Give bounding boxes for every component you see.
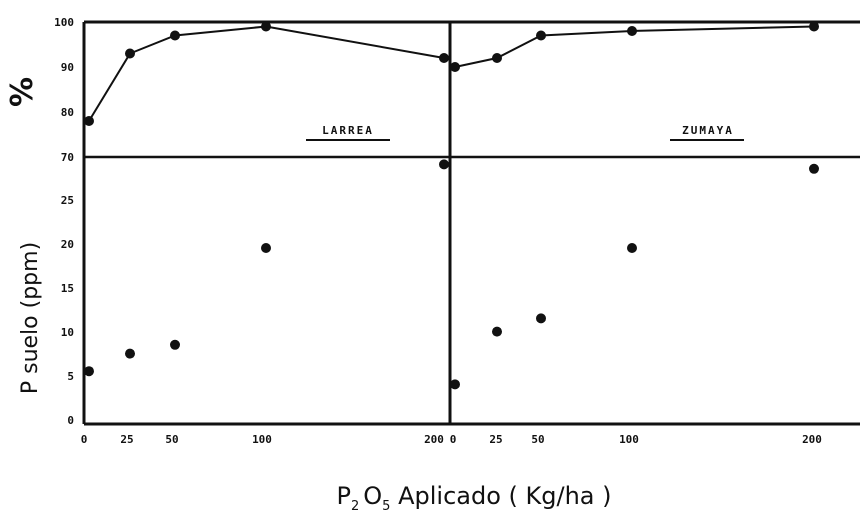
y-tick-25: 25 — [61, 194, 74, 207]
data-point-zumaya-percent-200 — [809, 21, 819, 32]
y-tick-100: 100 — [54, 16, 74, 29]
x-ticks-left: 0 25 50 100 200 — [81, 433, 444, 446]
x-tick-left-0: 0 — [81, 433, 88, 446]
y-axis-title-percent: % — [5, 77, 40, 107]
x-axis-title-sub-5: 5 — [382, 499, 390, 514]
data-point-larrea-percent-25 — [125, 48, 135, 59]
data-point-zumaya-percent-0 — [450, 62, 460, 72]
data-point-larrea-p-suelo-100 — [261, 243, 271, 253]
x-axis-title: P2 O5 Aplicado ( Kg/ha ) — [337, 482, 612, 514]
x-tick-left-50: 50 — [165, 433, 178, 446]
data-point-zumaya-p-suelo-0 — [450, 379, 460, 390]
panel-label-zumaya-text: ZUMAYA — [682, 124, 734, 137]
data-point-zumaya-percent-50 — [536, 30, 546, 41]
y-tick-0: 0 — [67, 414, 74, 427]
data-point-larrea-p-suelo-200 — [439, 159, 449, 170]
x-ticks-right: 0 25 50 100 200 — [450, 433, 822, 446]
data-point-larrea-p-suelo-25 — [125, 348, 135, 359]
data-point-larrea-percent-100 — [261, 21, 271, 32]
x-tick-right-200: 200 — [802, 433, 822, 446]
data-point-larrea-p-suelo-0 — [84, 366, 94, 377]
y-tick-10: 10 — [61, 326, 74, 339]
data-point-larrea-percent-200 — [439, 53, 449, 63]
panel-label-larrea: LARREA — [306, 124, 390, 141]
y-tick-15: 15 — [61, 282, 74, 295]
y-tick-20: 20 — [61, 238, 74, 251]
data-point-zumaya-percent-100 — [627, 26, 637, 36]
data-point-larrea-p-suelo-50 — [170, 339, 180, 350]
x-axis-title-sub-2: 2 — [351, 499, 359, 514]
x-axis-title-o: O — [363, 482, 382, 510]
y-axis-title-p-suelo: P suelo (ppm) — [18, 242, 43, 394]
panel-label-zumaya: ZUMAYA — [670, 124, 744, 141]
x-axis-title-p: P — [337, 482, 351, 510]
y-tick-80: 80 — [61, 106, 74, 119]
data-point-zumaya-p-suelo-25 — [492, 326, 502, 337]
y-tick-5: 5 — [67, 370, 74, 383]
data-point-zumaya-p-suelo-50 — [536, 313, 546, 324]
y-tick-90: 90 — [61, 61, 74, 74]
x-tick-left-200: 200 — [424, 433, 444, 446]
plot-frame — [82, 20, 860, 426]
data-point-larrea-percent-50 — [170, 30, 180, 41]
series-line-larrea-percent — [88, 25, 445, 122]
x-tick-left-100: 100 — [252, 433, 272, 446]
x-tick-right-50: 50 — [531, 433, 544, 446]
y-ticks-top: 100 90 80 70 — [54, 16, 74, 164]
x-tick-right-25: 25 — [489, 433, 502, 446]
data-point-larrea-percent-0 — [84, 116, 94, 126]
x-tick-left-25: 25 — [120, 433, 133, 446]
x-tick-right-100: 100 — [619, 433, 639, 446]
panel-label-larrea-text: LARREA — [322, 124, 374, 137]
y-tick-70: 70 — [61, 151, 74, 164]
data-point-zumaya-percent-25 — [492, 53, 502, 63]
data-point-zumaya-p-suelo-100 — [627, 243, 637, 253]
x-tick-right-0: 0 — [450, 433, 457, 446]
data-point-zumaya-p-suelo-200 — [809, 163, 819, 174]
y-ticks-bottom: 25 20 15 10 5 0 — [61, 194, 74, 427]
x-axis-title-rest: Aplicado ( Kg/ha ) — [390, 482, 611, 510]
data-marks — [84, 21, 819, 390]
